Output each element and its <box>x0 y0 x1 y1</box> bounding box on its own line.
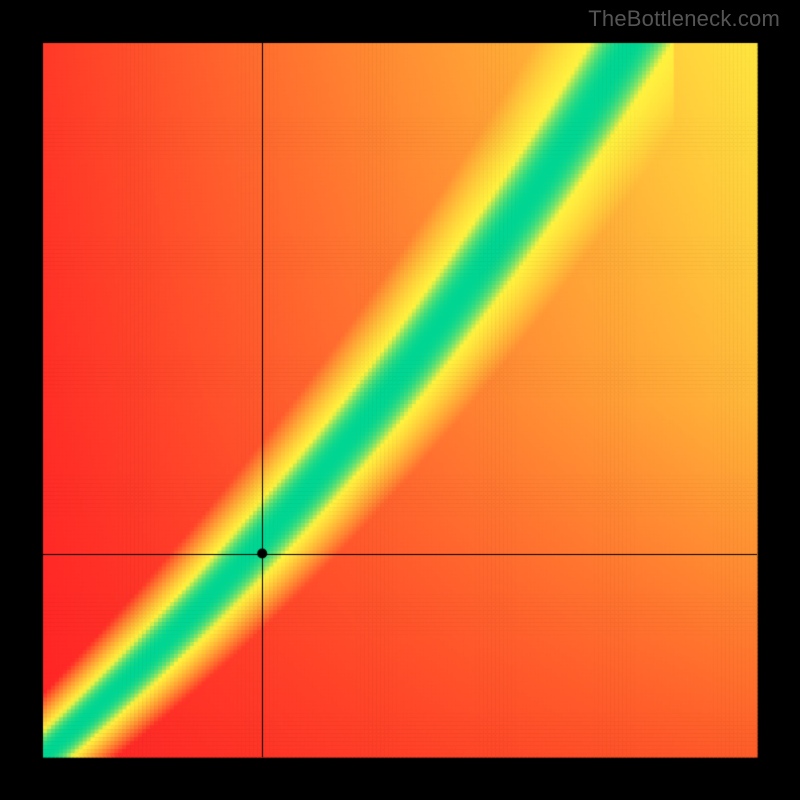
bottleneck-heatmap <box>0 0 800 800</box>
watermark-text: TheBottleneck.com <box>588 6 780 32</box>
chart-container: TheBottleneck.com <box>0 0 800 800</box>
